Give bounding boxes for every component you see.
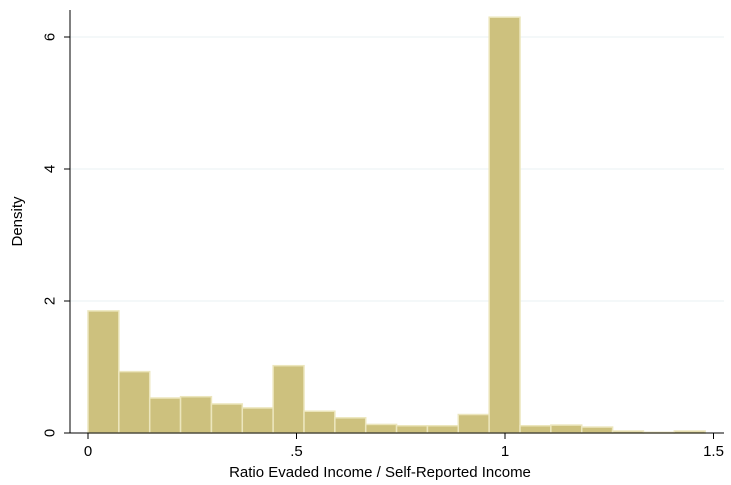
histogram-bar	[395, 424, 429, 434]
histogram-bars	[87, 16, 706, 434]
histogram-bar	[457, 413, 490, 434]
histogram-bar	[118, 370, 151, 434]
y-axis-label: Density	[9, 196, 26, 247]
histogram-bar	[210, 403, 244, 434]
histogram-bar	[550, 424, 583, 434]
histogram-bar	[179, 395, 213, 434]
histogram-bar	[580, 426, 614, 434]
histogram-bar	[87, 310, 120, 434]
y-tick-label: 2	[42, 297, 59, 305]
histogram-bar	[488, 16, 521, 434]
histogram-bar	[519, 424, 552, 434]
x-tick-label: 1.5	[703, 443, 724, 460]
histogram-bar	[241, 407, 274, 434]
histogram-bar	[364, 423, 398, 434]
y-tick-label: 6	[42, 33, 59, 41]
histogram-bar	[334, 417, 367, 434]
histogram-bar	[303, 410, 336, 434]
x-axis-label: Ratio Evaded Income / Self-Reported Inco…	[229, 464, 531, 481]
histogram-bar	[148, 397, 182, 434]
x-tick-label: 1	[501, 443, 509, 460]
x-tick-label: .5	[290, 443, 303, 460]
y-tick-label: 0	[42, 429, 59, 437]
x-tick-label: 0	[84, 443, 92, 460]
histogram-bar	[426, 424, 460, 434]
y-tick-label: 4	[42, 165, 59, 173]
histogram-bar	[272, 364, 305, 434]
grid-lines	[70, 36, 724, 302]
axes	[69, 10, 724, 434]
y-axis-ticks: 0 2 4 6	[42, 33, 70, 437]
x-axis-ticks: 0 .5 1 1.5	[84, 433, 724, 460]
